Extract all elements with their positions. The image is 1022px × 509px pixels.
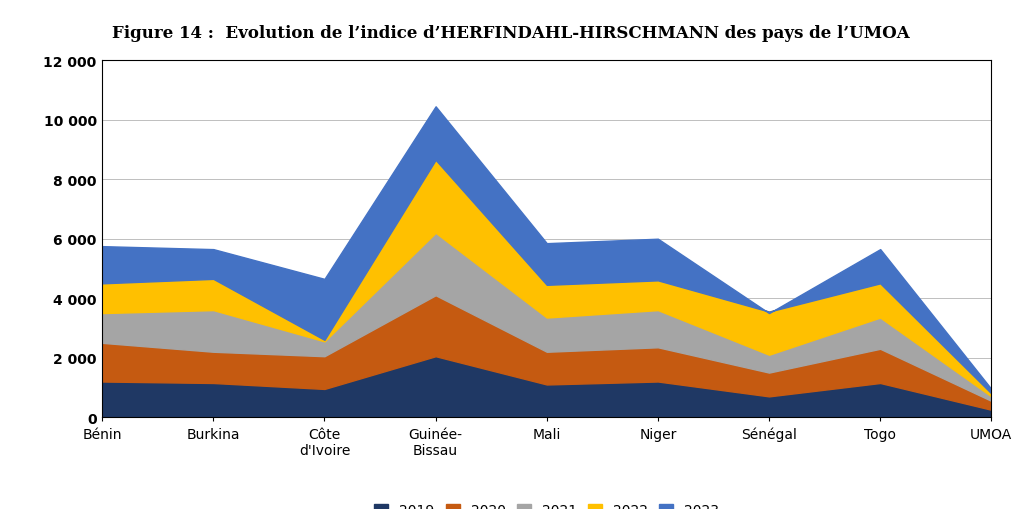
Text: Figure 14 :  Evolution de l’indice d’HERFINDAHL-HIRSCHMANN des pays de l’UMOA: Figure 14 : Evolution de l’indice d’HERF… [112,25,910,42]
Legend: 2019, 2020, 2021, 2022, 2023: 2019, 2020, 2021, 2022, 2023 [374,503,719,509]
